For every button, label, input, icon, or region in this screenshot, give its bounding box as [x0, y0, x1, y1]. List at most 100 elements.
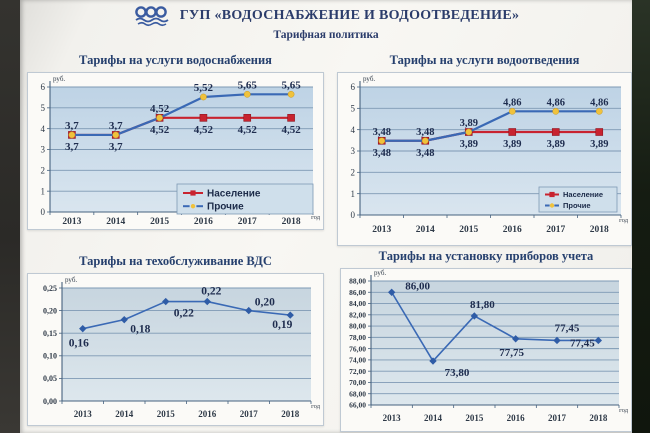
svg-text:70,00: 70,00 — [349, 378, 366, 387]
svg-text:66,00: 66,00 — [349, 401, 366, 410]
svg-text:0,16: 0,16 — [69, 338, 89, 350]
water-rings-logo-icon — [134, 6, 169, 27]
svg-text:0,22: 0,22 — [201, 286, 221, 298]
title-row: ГУП «ВОДОСНАБЖЕНИЕ И ВОДООТВЕДЕНИЕ» — [20, 5, 632, 27]
maintenance-tariffs-chart: 0,00 0,05 0,10 0,15 0,20 0,25 2013 2014 2015 2016… — [43, 276, 321, 419]
wastewater-tariffs-chart: 0 1 2 3 4 5 6 2013 2014 2015 2016 2017 2018 руб. год 3,… — [351, 75, 629, 235]
slide-header: ГУП «ВОДОСНАБЖЕНИЕ И ВОДООТВЕДЕНИЕ» Тари… — [20, 5, 632, 41]
svg-text:3,89: 3,89 — [460, 118, 478, 129]
svg-text:3,89: 3,89 — [503, 139, 521, 150]
svg-text:2016: 2016 — [507, 413, 526, 423]
svg-text:2018: 2018 — [282, 217, 301, 227]
svg-text:80,00: 80,00 — [349, 322, 366, 331]
svg-text:76,00: 76,00 — [349, 344, 366, 353]
svg-text:3,48: 3,48 — [416, 148, 434, 159]
subtitle: Тарифная политика — [273, 29, 379, 41]
svg-text:3,7: 3,7 — [65, 120, 79, 132]
svg-text:5,52: 5,52 — [194, 82, 214, 94]
svg-text:0,20: 0,20 — [255, 297, 275, 309]
svg-text:2015: 2015 — [459, 225, 478, 235]
svg-text:4,52: 4,52 — [281, 124, 301, 136]
svg-text:2013: 2013 — [62, 217, 81, 227]
svg-text:2013: 2013 — [372, 225, 391, 235]
svg-text:2016: 2016 — [198, 409, 217, 419]
svg-text:78,00: 78,00 — [349, 333, 366, 342]
svg-text:3,7: 3,7 — [109, 141, 123, 153]
svg-text:4,86: 4,86 — [503, 97, 521, 108]
svg-text:0,22: 0,22 — [174, 308, 194, 320]
svg-text:год: год — [311, 214, 321, 221]
meter-installation-tariffs-chart: 66,00 68,00 70,00 72,00 74,00 76,00 78,00 80,00… — [349, 269, 629, 423]
svg-text:1: 1 — [41, 186, 46, 196]
svg-text:4,52: 4,52 — [150, 124, 170, 136]
svg-text:2018: 2018 — [590, 225, 609, 235]
svg-text:0,20: 0,20 — [43, 306, 57, 315]
svg-text:5: 5 — [351, 103, 356, 113]
svg-text:0,18: 0,18 — [130, 324, 150, 336]
svg-text:77,45: 77,45 — [555, 322, 580, 334]
svg-text:0,19: 0,19 — [272, 319, 292, 331]
svg-text:Прочие: Прочие — [563, 201, 591, 210]
svg-text:2: 2 — [351, 167, 356, 177]
svg-text:1: 1 — [351, 189, 356, 199]
dark-background-left — [0, 0, 20, 433]
svg-text:4: 4 — [351, 125, 356, 135]
svg-text:2013: 2013 — [383, 413, 402, 423]
svg-text:Население: Население — [563, 190, 603, 199]
svg-text:3: 3 — [351, 146, 356, 156]
maintenance-chart-block: Тарифы на техобслуживание ВДС 0,00 0,05 0,… — [27, 251, 324, 426]
svg-text:5,65: 5,65 — [238, 79, 258, 91]
svg-text:77,45: 77,45 — [570, 337, 595, 349]
presentation-slide: ГУП «ВОДОСНАБЖЕНИЕ И ВОДООТВЕДЕНИЕ» Тари… — [20, 0, 632, 433]
svg-text:4,52: 4,52 — [194, 124, 214, 136]
svg-text:2013: 2013 — [74, 409, 93, 419]
svg-text:6: 6 — [41, 82, 46, 92]
svg-text:руб.: руб. — [65, 276, 77, 284]
svg-text:3,48: 3,48 — [373, 148, 391, 159]
svg-text:2015: 2015 — [157, 409, 176, 419]
main-title: ГУП «ВОДОСНАБЖЕНИЕ И ВОДООТВЕДЕНИЕ» — [179, 8, 520, 23]
svg-text:4,86: 4,86 — [547, 97, 565, 108]
svg-text:Прочие: Прочие — [207, 202, 244, 213]
svg-text:3,48: 3,48 — [416, 127, 434, 138]
svg-text:0,05: 0,05 — [43, 374, 57, 383]
svg-text:3,7: 3,7 — [65, 141, 79, 153]
wastewater-chart-panel: 0 1 2 3 4 5 6 2013 2014 2015 2016 2017 2018 руб. год 3,… — [337, 72, 632, 246]
svg-text:0: 0 — [351, 210, 356, 220]
svg-text:3,7: 3,7 — [109, 120, 123, 132]
svg-text:86,00: 86,00 — [405, 280, 430, 292]
svg-text:77,75: 77,75 — [499, 347, 524, 359]
svg-text:72,00: 72,00 — [349, 367, 366, 376]
water-supply-chart-panel: 0 1 2 3 4 5 6 2013 2014 2015 2016 2017 2018 руб. год 3,… — [27, 72, 324, 230]
svg-text:84,00: 84,00 — [349, 299, 366, 308]
water-supply-tariffs-chart: 0 1 2 3 4 5 6 2013 2014 2015 2016 2017 2018 руб. год 3,… — [41, 75, 321, 227]
svg-text:год: год — [311, 403, 321, 410]
svg-text:0,00: 0,00 — [43, 397, 57, 406]
svg-text:4,52: 4,52 — [238, 124, 258, 136]
svg-text:3,89: 3,89 — [590, 139, 608, 150]
svg-text:5: 5 — [41, 103, 46, 113]
wastewater-chart-title: Тарифы на услуги водоотведения — [389, 53, 580, 67]
dark-background-right — [632, 0, 650, 433]
svg-text:2016: 2016 — [503, 225, 522, 235]
svg-text:2017: 2017 — [238, 217, 257, 227]
svg-text:3,48: 3,48 — [373, 127, 391, 138]
svg-text:2017: 2017 — [240, 409, 259, 419]
svg-text:0: 0 — [41, 207, 46, 217]
svg-text:86,00: 86,00 — [349, 288, 366, 297]
svg-text:3,89: 3,89 — [460, 139, 478, 150]
wastewater-chart-block: Тарифы на услуги водоотведения 0 1 2 3 4 5 6 20… — [337, 50, 632, 246]
svg-text:2014: 2014 — [106, 217, 125, 227]
meter-installation-chart-block: Тарифы на установку приборов учета 66,00… — [340, 246, 632, 432]
water-supply-chart-block: Тарифы на услуги водоснабжения 0 1 2 3 4 5 6 20… — [27, 50, 324, 230]
maintenance-chart-title: Тарифы на техобслуживание ВДС — [79, 254, 272, 268]
svg-text:6: 6 — [351, 82, 356, 92]
svg-text:2017: 2017 — [548, 413, 567, 423]
svg-text:2015: 2015 — [465, 413, 484, 423]
svg-text:2016: 2016 — [194, 217, 213, 227]
svg-text:год: год — [619, 217, 629, 224]
svg-text:81,80: 81,80 — [470, 299, 495, 311]
svg-text:2017: 2017 — [546, 225, 565, 235]
svg-text:82,00: 82,00 — [349, 310, 366, 319]
